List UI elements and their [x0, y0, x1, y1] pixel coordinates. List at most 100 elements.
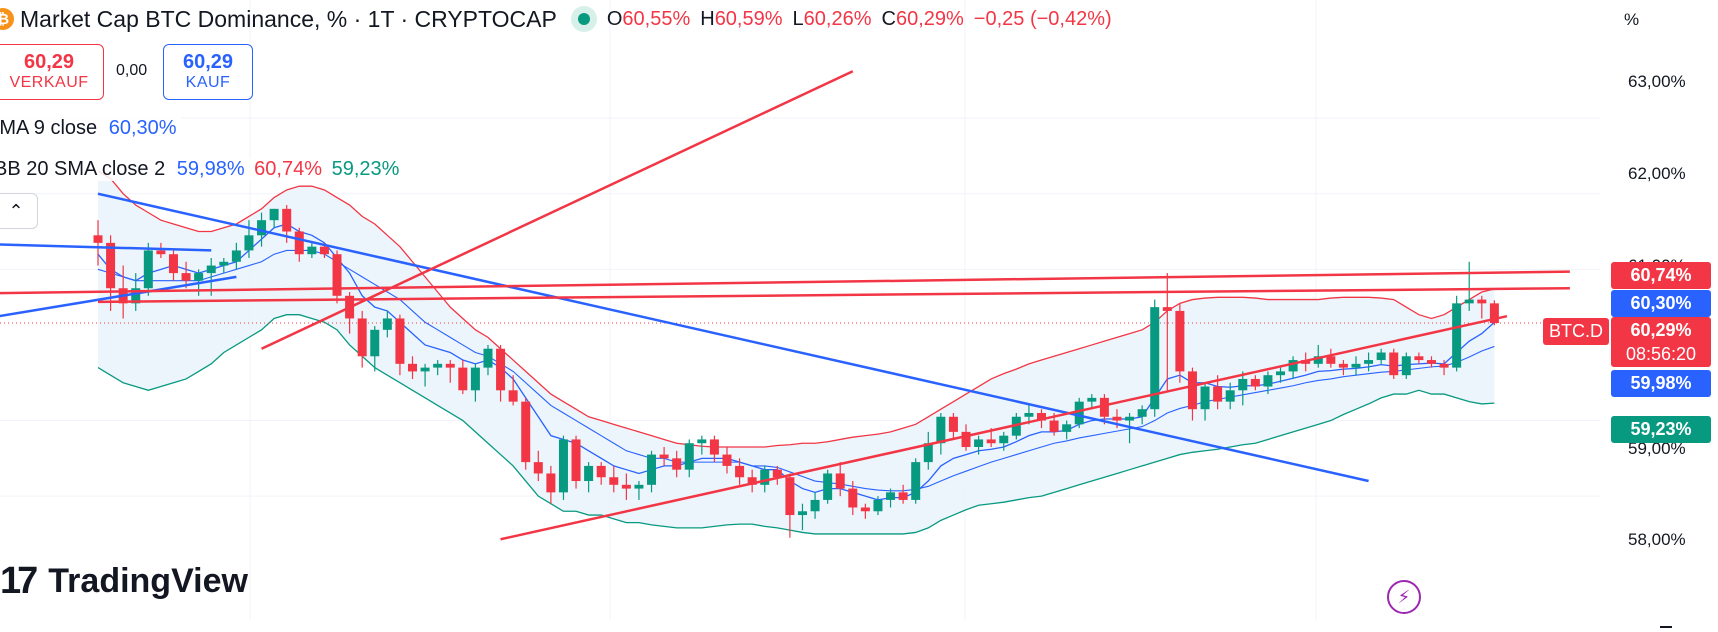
- candle-body: [848, 488, 858, 508]
- candle-body: [609, 477, 619, 485]
- price-change: −0,25 (−0,42%): [973, 7, 1112, 30]
- candle-body: [823, 473, 833, 500]
- trend-line: [261, 70, 854, 350]
- candle-body: [584, 465, 594, 482]
- candle-body: [533, 462, 543, 474]
- buy-button[interactable]: 60,29 KAUF: [163, 44, 253, 100]
- ohlc-low: L60,26%: [793, 8, 872, 31]
- candle-body: [143, 250, 153, 289]
- candle-body: [1389, 352, 1399, 376]
- bb-lower-value: 59,23%: [331, 158, 400, 180]
- candle-body: [1489, 303, 1499, 324]
- lightning-icon[interactable]: ⚡: [1387, 580, 1421, 614]
- candle-body: [433, 363, 443, 368]
- axis-tick: 62,00%: [1628, 164, 1686, 183]
- candle-body: [735, 465, 745, 478]
- tradingview-logo[interactable]: 17 TradingView: [0, 560, 248, 603]
- candle-body: [672, 458, 682, 470]
- bollinger-band-fill: [98, 171, 1495, 534]
- candle-body: [219, 261, 229, 266]
- status-dot: [577, 13, 590, 25]
- candle-body: [1250, 378, 1260, 387]
- chevron-up-icon: ⌃: [8, 200, 24, 221]
- ema-price-tag: 60,30%: [1611, 290, 1711, 317]
- candle-body: [999, 435, 1009, 444]
- candle-body: [810, 499, 820, 512]
- ema-legend[interactable]: EMA 9 close 60,30%: [0, 117, 181, 140]
- axis-unit: %: [1624, 10, 1640, 29]
- sell-price: 60,29: [23, 51, 75, 73]
- candle-body: [93, 235, 103, 243]
- candle-body: [621, 484, 631, 489]
- ohlc-high: H60,59%: [700, 8, 782, 31]
- candle-body: [181, 273, 191, 281]
- candle-body: [747, 477, 757, 485]
- bb-lower-price-tag: 59,23%: [1611, 416, 1711, 443]
- candle-body: [1099, 397, 1109, 417]
- candle-body: [634, 484, 644, 489]
- candle-body: [131, 288, 141, 304]
- candle-body: [269, 208, 279, 221]
- candle-body: [1351, 363, 1361, 368]
- high-value: 60,59%: [714, 7, 783, 30]
- candle-body: [1175, 310, 1185, 372]
- candle-body: [659, 454, 669, 459]
- axis-tick: 63,00%: [1628, 72, 1686, 91]
- trend-line: [0, 275, 237, 318]
- collapse-legend-button[interactable]: ⌃: [0, 193, 38, 229]
- candle-body: [1276, 371, 1286, 376]
- high-label: H: [700, 7, 715, 30]
- symbol-title[interactable]: Market Cap BTC Dominance, % · 1T · CRYPT…: [20, 5, 557, 32]
- candle-body: [231, 250, 241, 262]
- close-value: 60,29%: [895, 7, 964, 30]
- candle-body: [521, 401, 531, 463]
- candle-body: [1364, 360, 1374, 364]
- current-price-tag: 60,29% 08:56:20: [1611, 317, 1711, 367]
- candle-body: [1024, 412, 1034, 417]
- candle-body: [1376, 352, 1386, 361]
- candle-body: [684, 443, 694, 470]
- candle-body: [558, 439, 568, 493]
- candle-body: [496, 348, 506, 391]
- candle-body: [1225, 390, 1235, 402]
- candle-body: [319, 246, 329, 255]
- candle-body: [546, 473, 556, 493]
- open-value: 60,55%: [622, 7, 691, 30]
- candle-body: [1313, 356, 1323, 364]
- bb-legend[interactable]: BB 20 SMA close 2 59,98% 60,74% 59,23%: [0, 158, 404, 181]
- candle-body: [1200, 386, 1210, 410]
- candle-body: [1112, 416, 1122, 421]
- candle-body: [936, 416, 946, 444]
- ema-line: [97, 223, 1495, 501]
- bb-upper-price-tag: 60,74%: [1611, 262, 1711, 289]
- candle-body: [1477, 299, 1487, 304]
- candle-body: [974, 439, 984, 448]
- candle-body: [898, 492, 908, 500]
- candle-body: [948, 416, 958, 432]
- axis-tick: 59,00%: [1628, 439, 1686, 458]
- candle-body: [873, 499, 883, 512]
- sell-label: VERKAUF: [9, 74, 89, 91]
- candle-body: [1338, 363, 1348, 368]
- chart-legend: ₿ Market Cap BTC Dominance, % · 1T · CRY…: [0, 5, 1112, 33]
- symbol-price-label: BTC.D: [1543, 318, 1609, 345]
- market-status-icon[interactable]: [570, 6, 597, 32]
- candle-body: [860, 507, 870, 512]
- bb-basis-value: 59,98%: [176, 158, 245, 180]
- trend-line: [97, 192, 1369, 483]
- candle-body: [483, 348, 493, 368]
- candle-body: [1439, 363, 1449, 368]
- candle-body: [307, 246, 317, 255]
- ema-value: 60,30%: [108, 117, 177, 139]
- sell-button[interactable]: 60,29 VERKAUF: [0, 44, 104, 100]
- candle-body: [835, 473, 845, 489]
- candle-body: [156, 250, 166, 255]
- candle-body: [194, 273, 204, 281]
- bb-label: BB 20 SMA close 2: [0, 158, 166, 180]
- candle-body: [1074, 401, 1084, 425]
- candle-body: [106, 242, 116, 289]
- candle-body: [382, 318, 392, 330]
- bb-upper-value: 60,74%: [254, 158, 323, 180]
